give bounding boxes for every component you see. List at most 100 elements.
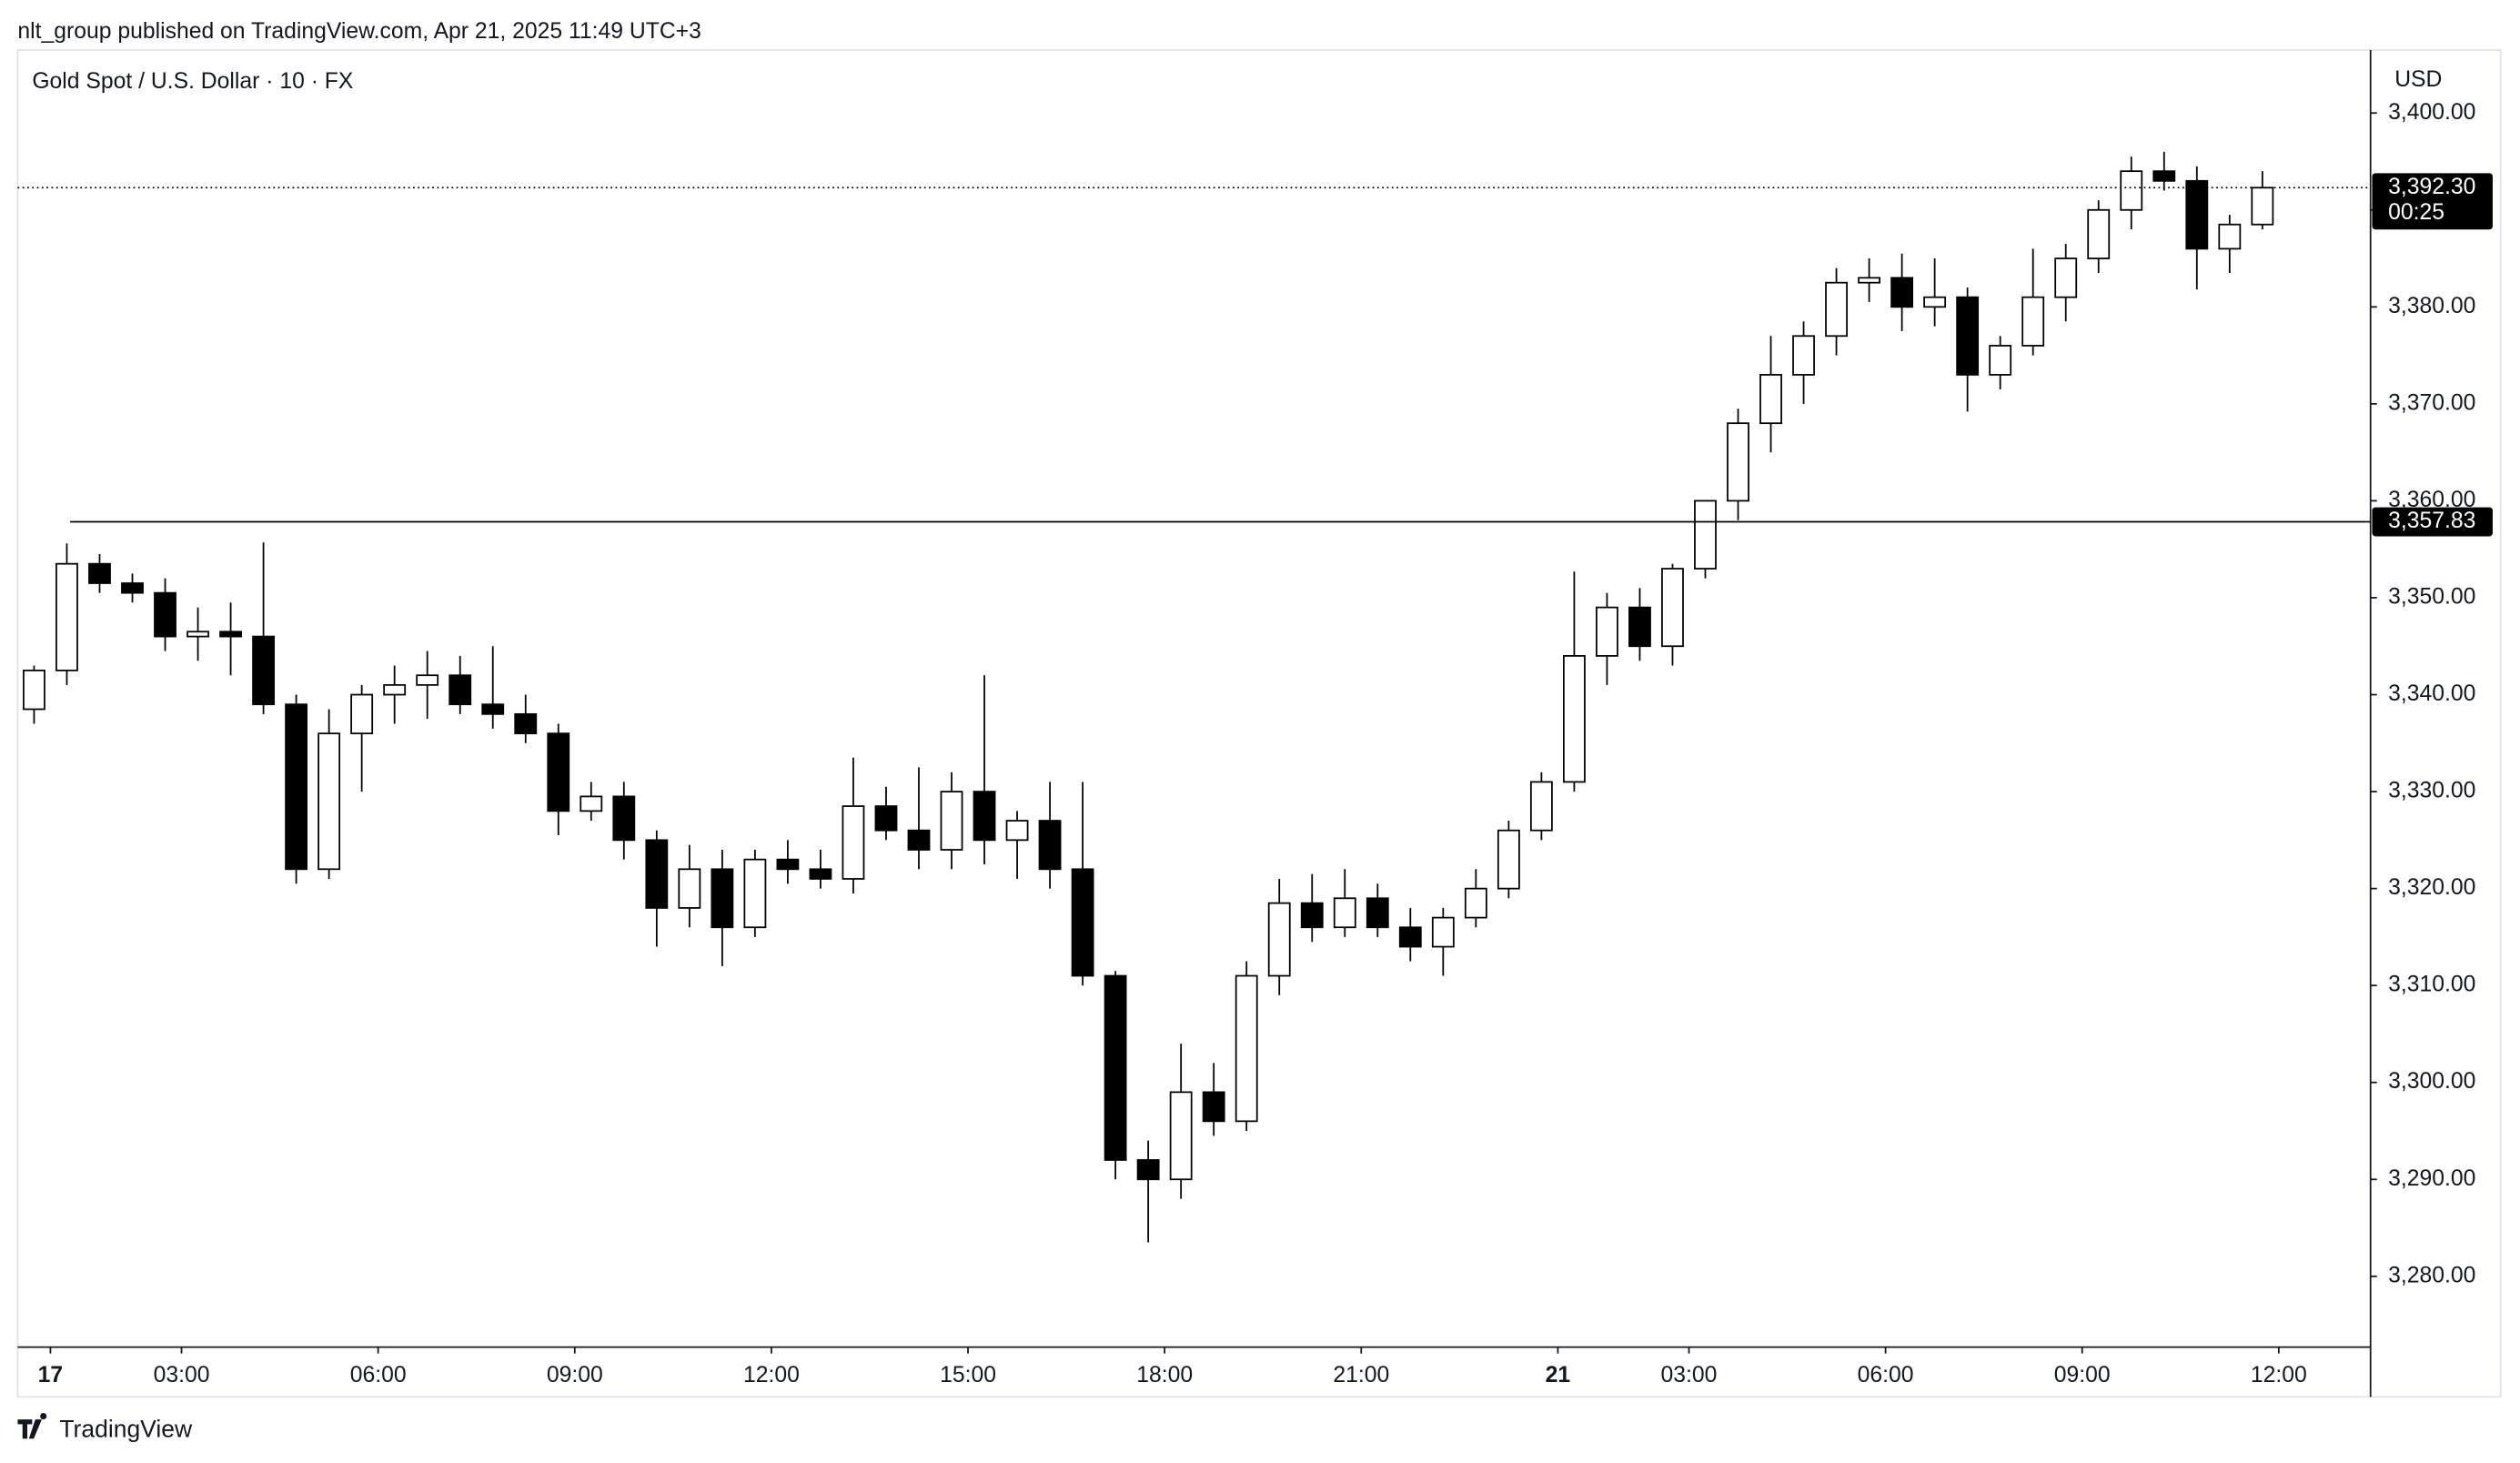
candle-body bbox=[1562, 655, 1586, 783]
candle-body bbox=[1300, 902, 1324, 929]
candle-body bbox=[449, 674, 472, 706]
candle-body bbox=[1464, 887, 1487, 919]
candle-body bbox=[1038, 820, 1062, 871]
level-label: 3,357.83 bbox=[2388, 509, 2475, 533]
candle-body bbox=[2087, 208, 2111, 259]
candle-body bbox=[547, 732, 570, 812]
candle-body bbox=[1005, 820, 1029, 842]
candle-body bbox=[1792, 335, 1815, 376]
y-tick-label: 3,310.00 bbox=[2388, 973, 2475, 997]
x-tick-label: 06:00 bbox=[1858, 1363, 1914, 1387]
candle-body bbox=[285, 703, 308, 871]
candle-body bbox=[2021, 296, 2045, 347]
candle-body bbox=[1071, 868, 1094, 977]
currency: USD bbox=[2394, 67, 2442, 92]
candle-body bbox=[1136, 1159, 1160, 1181]
candle-body bbox=[1661, 568, 1684, 648]
candle-body bbox=[2054, 257, 2078, 298]
candle-body bbox=[1727, 422, 1749, 502]
candle-body bbox=[186, 631, 209, 638]
candle-body bbox=[809, 868, 832, 880]
candle-body bbox=[940, 791, 963, 851]
candle-body bbox=[743, 858, 767, 929]
logo-icon bbox=[17, 1413, 47, 1439]
candle-body bbox=[318, 732, 341, 871]
candle-body bbox=[1825, 281, 1848, 338]
candle-body bbox=[1366, 897, 1389, 929]
candle-body bbox=[481, 703, 505, 715]
tradingview-logo: TradingView bbox=[17, 1413, 193, 1442]
candle-body bbox=[121, 582, 144, 594]
candle-body bbox=[1694, 499, 1717, 570]
candle-body bbox=[776, 858, 800, 871]
last-price-box bbox=[2372, 173, 2493, 230]
candle-body bbox=[907, 829, 931, 851]
y-tick-label: 3,340.00 bbox=[2388, 681, 2475, 706]
candle-body bbox=[645, 839, 669, 909]
candle-body bbox=[1628, 606, 1651, 648]
candle-body bbox=[1529, 781, 1553, 832]
candle-body bbox=[252, 635, 275, 706]
candle-body bbox=[1431, 916, 1455, 948]
candle-body bbox=[1169, 1091, 1193, 1181]
y-tick-label: 3,330.00 bbox=[2388, 779, 2475, 803]
candle-body bbox=[1989, 345, 2012, 376]
x-tick-label: 03:00 bbox=[154, 1363, 210, 1387]
candle-body bbox=[1333, 897, 1356, 929]
candle-body bbox=[2152, 170, 2176, 182]
candle-body bbox=[678, 868, 701, 909]
candle-body bbox=[2120, 170, 2143, 211]
countdown-label: 00:25 bbox=[2388, 200, 2444, 225]
last-price-label: 3,392.30 bbox=[2388, 175, 2475, 199]
candle-body bbox=[23, 670, 45, 711]
candle-body bbox=[973, 791, 996, 842]
y-tick-label: 3,300.00 bbox=[2388, 1069, 2475, 1094]
candle-body bbox=[514, 712, 538, 735]
x-tick-label: 09:00 bbox=[547, 1363, 603, 1387]
x-tick-label: 21 bbox=[1546, 1363, 1571, 1387]
y-tick-label: 3,400.00 bbox=[2388, 100, 2475, 125]
candle-body bbox=[1923, 296, 1947, 308]
y-tick-label: 3,290.00 bbox=[2388, 1166, 2475, 1191]
x-tick-label: 12:00 bbox=[743, 1363, 800, 1387]
x-tick-label: 09:00 bbox=[2054, 1363, 2111, 1387]
y-tick-label: 3,320.00 bbox=[2388, 875, 2475, 900]
candle-body bbox=[2251, 187, 2274, 226]
x-tick-label: 06:00 bbox=[350, 1363, 407, 1387]
x-tick-label: 15:00 bbox=[940, 1363, 996, 1387]
candle-body bbox=[1858, 277, 1881, 284]
x-tick-label: 12:00 bbox=[2251, 1363, 2307, 1387]
candle-body bbox=[1596, 606, 1618, 657]
y-tick-label: 3,370.00 bbox=[2388, 390, 2475, 415]
candle-body bbox=[1398, 926, 1422, 948]
x-tick-label: 03:00 bbox=[1661, 1363, 1718, 1387]
plot bbox=[23, 151, 2274, 1243]
y-tick-label: 3,280.00 bbox=[2388, 1263, 2475, 1287]
candle-body bbox=[1497, 829, 1520, 890]
level-label-box bbox=[2372, 507, 2493, 537]
candle-body bbox=[612, 795, 636, 842]
candle-body bbox=[88, 562, 111, 584]
candle-body bbox=[1267, 902, 1291, 977]
candle-body bbox=[874, 805, 898, 832]
candle-body bbox=[1956, 296, 1980, 376]
publish-header: nlt_group published on TradingView.com, … bbox=[17, 19, 701, 44]
candle-body bbox=[154, 591, 176, 638]
candle-body bbox=[1759, 374, 1782, 425]
brand: TradingView bbox=[59, 1415, 193, 1442]
y-tick-label: 3,350.00 bbox=[2388, 585, 2475, 610]
candle-body bbox=[350, 693, 374, 735]
candle-body bbox=[580, 795, 603, 812]
candle-body bbox=[383, 683, 407, 696]
candle-body bbox=[1890, 277, 1914, 308]
x-tick-label: 18:00 bbox=[1136, 1363, 1193, 1387]
x-tick-label: 17 bbox=[38, 1363, 63, 1387]
y-tick-label: 3,380.00 bbox=[2388, 294, 2475, 318]
candle-body bbox=[1104, 974, 1127, 1161]
candle-body bbox=[1235, 974, 1258, 1123]
chart-frame bbox=[16, 49, 2502, 1398]
candle-body bbox=[2185, 179, 2209, 250]
